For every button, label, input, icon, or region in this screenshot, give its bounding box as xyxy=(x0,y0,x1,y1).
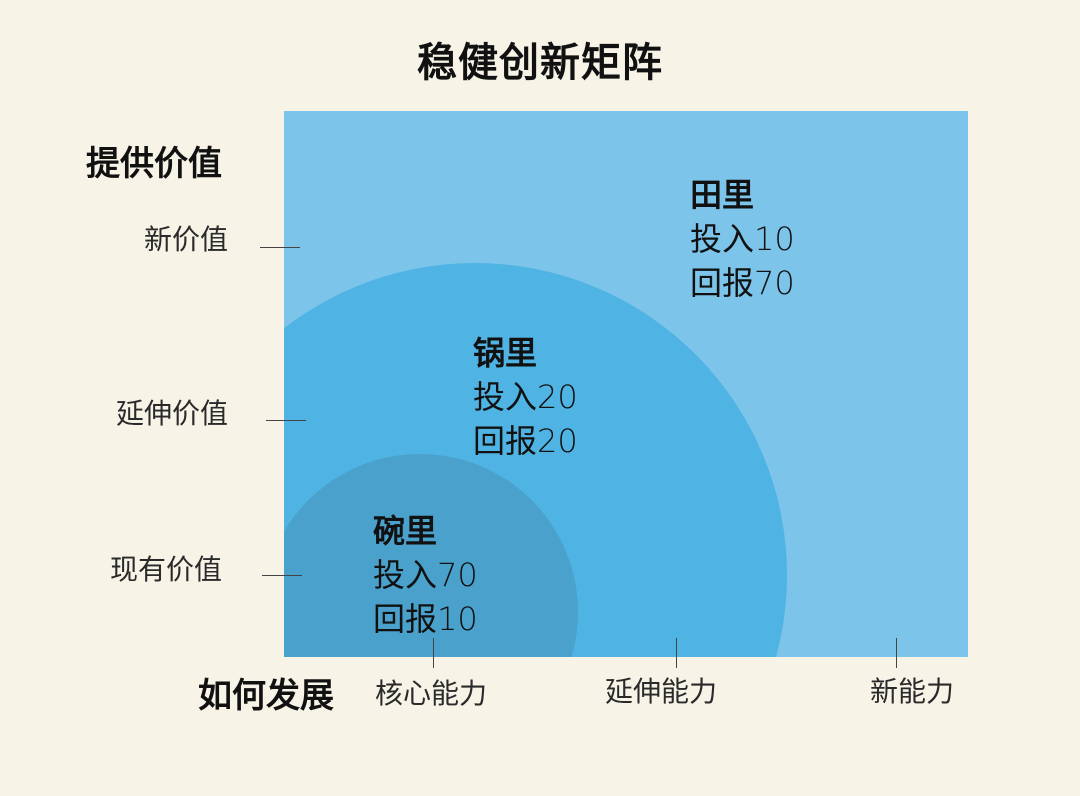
y-tick-new-value: 新价值 xyxy=(143,223,228,256)
zone-label-pot: 锅里 投入20 回报20 xyxy=(473,331,578,463)
x-tick-core-capability: 核心能力 xyxy=(375,677,488,710)
zone-return: 回报70 xyxy=(690,264,795,302)
matrix-area: 田里 投入10 回报70 锅里 投入20 回报20 碗里 投入70 回报10 xyxy=(284,111,968,657)
inner-zone-bowl xyxy=(284,454,578,657)
zone-label-bowl: 碗里 投入70 回报10 xyxy=(373,509,478,641)
y-tick-extended-value: 延伸价值 xyxy=(115,397,228,430)
x-tick-extended-capability: 延伸能力 xyxy=(605,675,718,708)
x-tick-new-capability: 新能力 xyxy=(870,675,955,708)
y-tick-existing-value: 现有价值 xyxy=(109,553,222,586)
y-tick-mark xyxy=(260,247,300,248)
zone-name: 锅里 xyxy=(473,334,538,372)
x-tick-mark xyxy=(676,638,677,668)
x-tick-mark xyxy=(896,638,897,668)
x-tick-mark xyxy=(433,638,434,668)
matrix-shapes xyxy=(284,111,968,657)
y-axis-title: 提供价值 xyxy=(86,144,222,184)
zone-name: 碗里 xyxy=(373,512,438,550)
zone-return: 回报10 xyxy=(373,600,478,638)
zone-invest: 投入70 xyxy=(373,556,478,594)
diagram-title: 稳健创新矩阵 xyxy=(417,39,663,86)
y-tick-mark xyxy=(266,420,306,421)
zone-return: 回报20 xyxy=(473,422,578,460)
zone-label-field: 田里 投入10 回报70 xyxy=(690,173,795,305)
y-tick-mark xyxy=(262,575,302,576)
zone-invest: 投入20 xyxy=(473,378,578,416)
x-axis-title: 如何发展 xyxy=(198,676,334,716)
zone-invest: 投入10 xyxy=(690,220,795,258)
zone-name: 田里 xyxy=(690,176,755,214)
